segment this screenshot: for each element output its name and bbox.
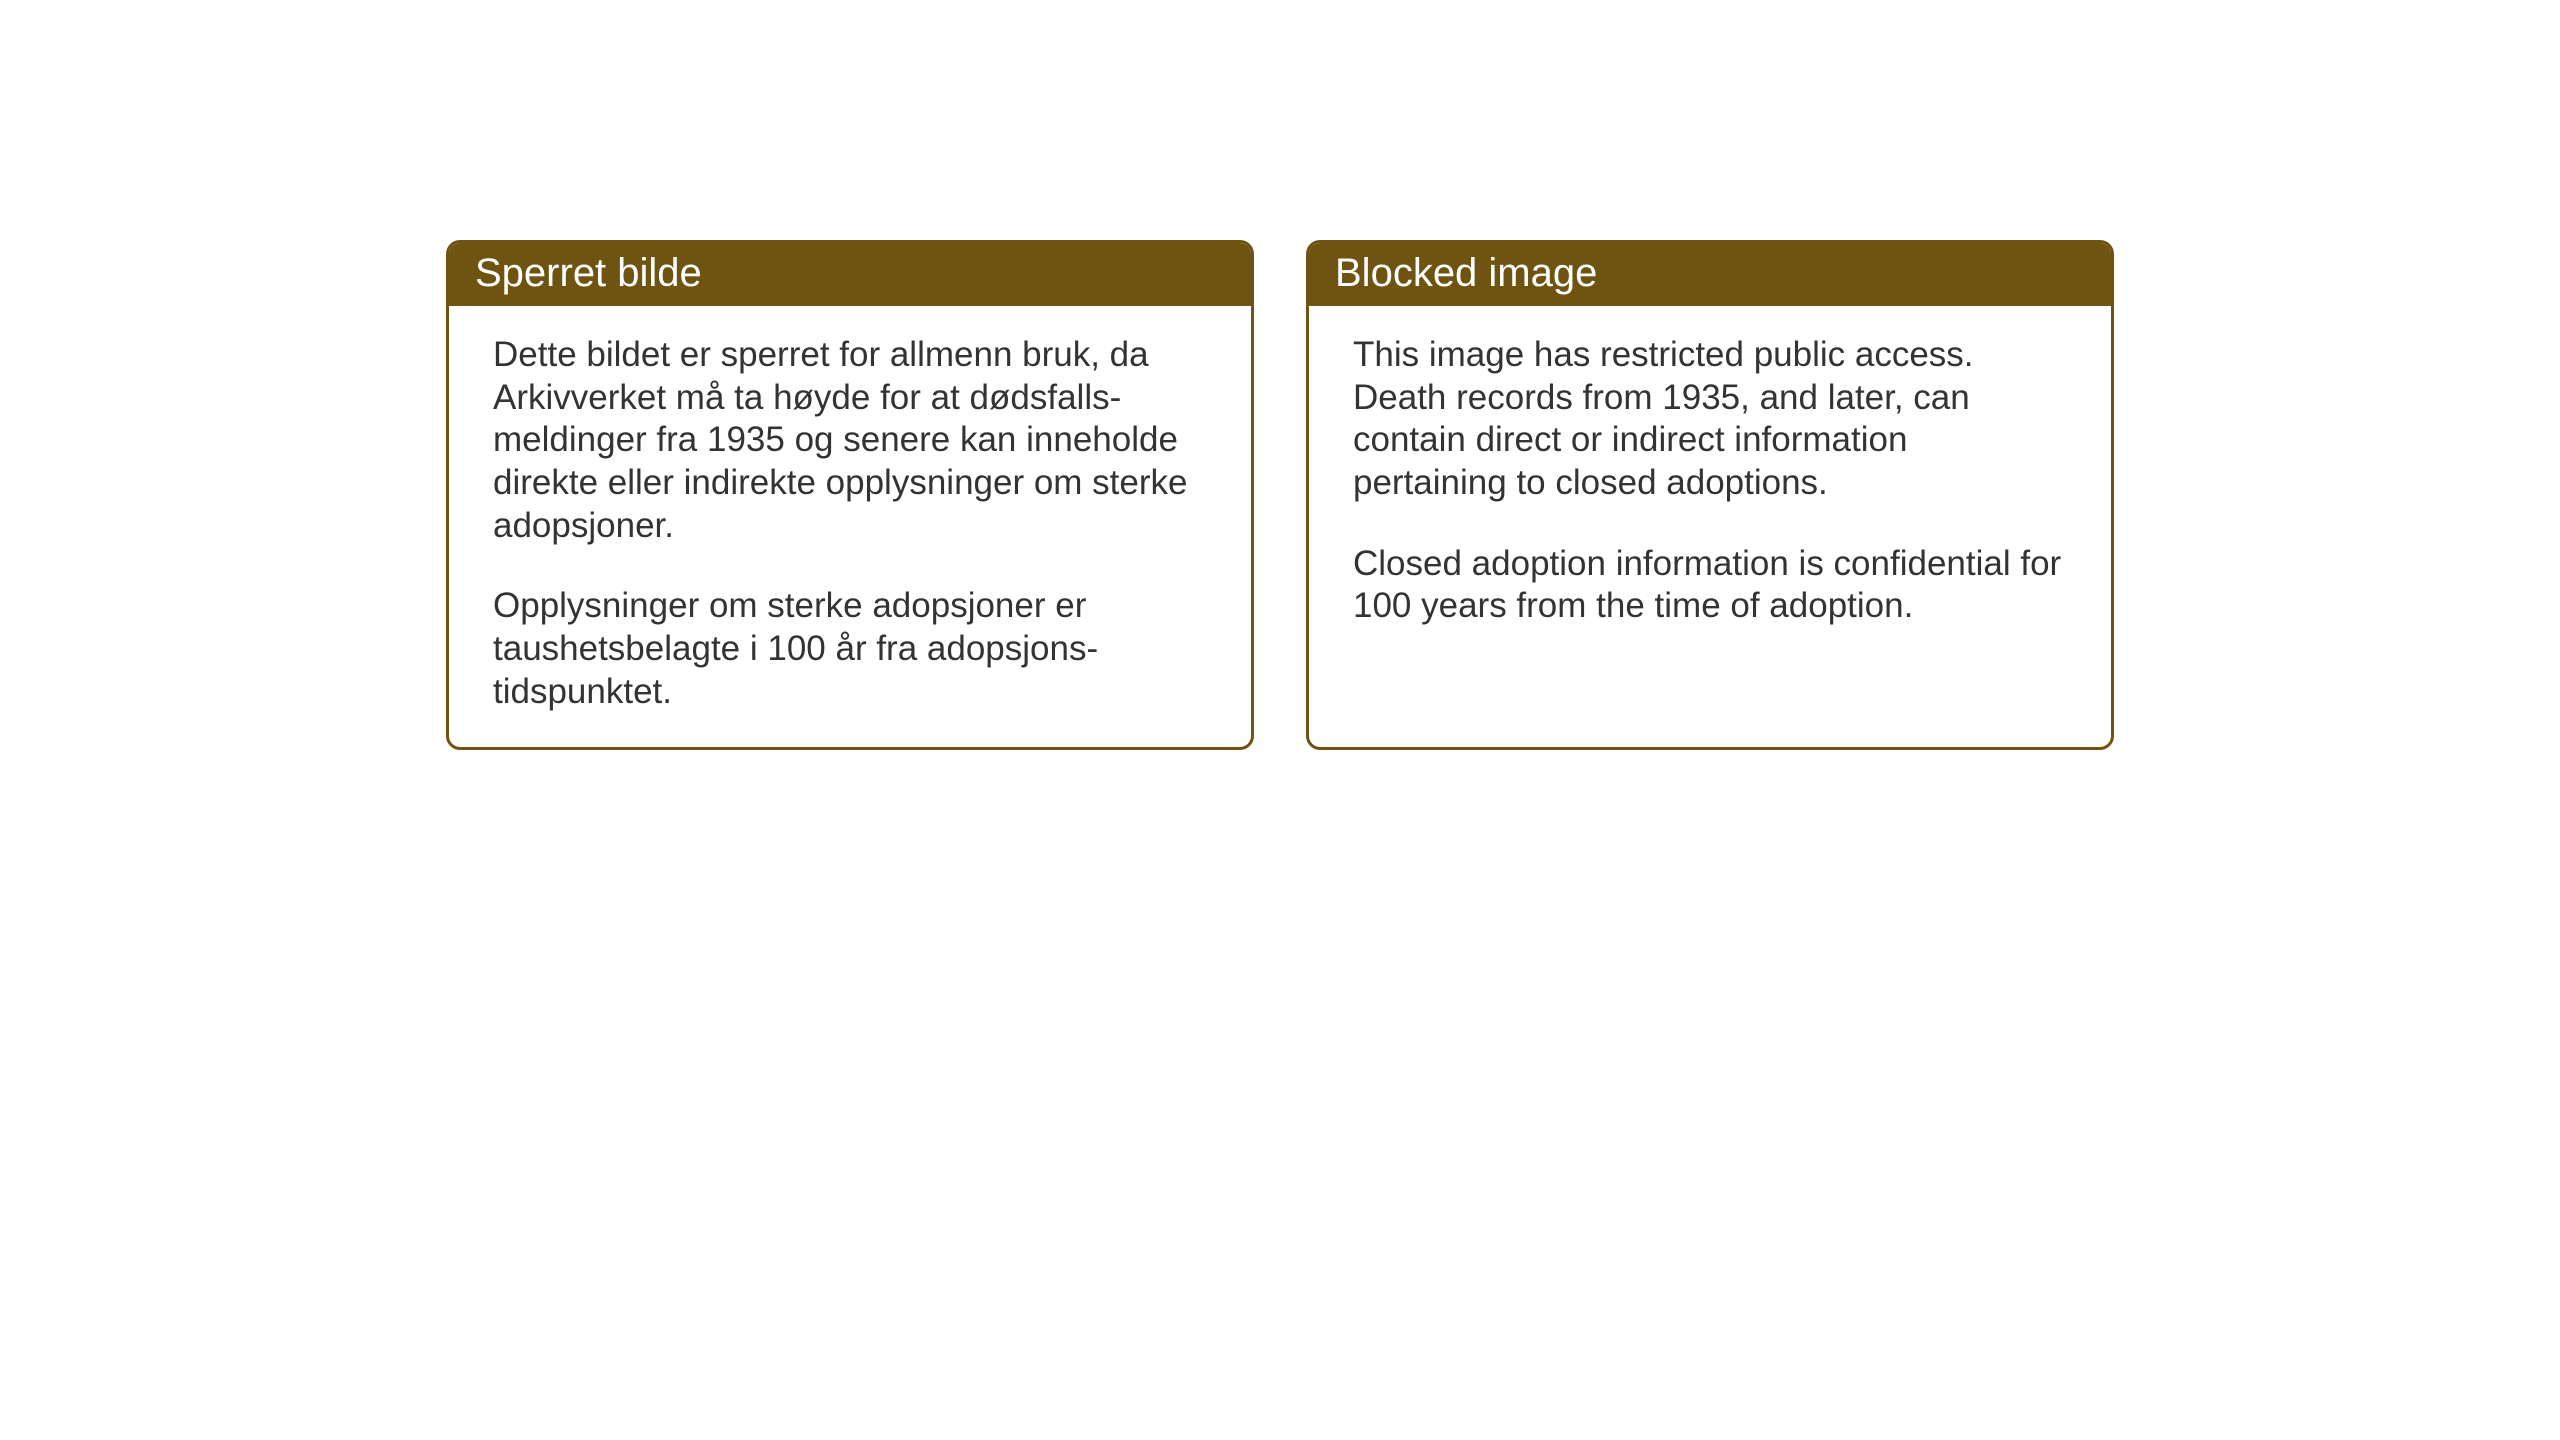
card-paragraph-1-english: This image has restricted public access.… [1353, 334, 2067, 505]
card-paragraph-2-norwegian: Opplysninger om sterke adopsjoner er tau… [493, 585, 1207, 713]
card-header-norwegian: Sperret bilde [449, 243, 1251, 306]
card-norwegian: Sperret bilde Dette bildet er sperret fo… [446, 240, 1254, 750]
card-english: Blocked image This image has restricted … [1306, 240, 2114, 750]
card-paragraph-1-norwegian: Dette bildet er sperret for allmenn bruk… [493, 334, 1207, 547]
card-paragraph-2-english: Closed adoption information is confident… [1353, 543, 2067, 628]
card-header-english: Blocked image [1309, 243, 2111, 306]
cards-container: Sperret bilde Dette bildet er sperret fo… [446, 240, 2114, 750]
card-body-english: This image has restricted public access.… [1309, 306, 2111, 662]
card-body-norwegian: Dette bildet er sperret for allmenn bruk… [449, 306, 1251, 748]
